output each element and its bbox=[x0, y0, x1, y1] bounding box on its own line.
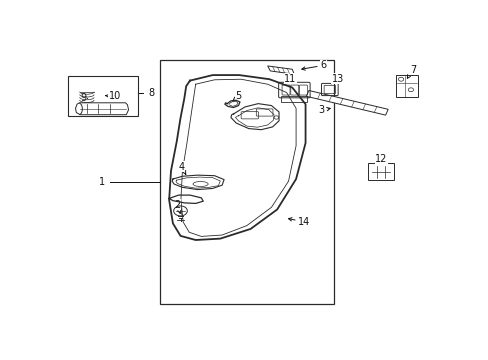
Text: 1: 1 bbox=[99, 177, 105, 187]
Text: 3: 3 bbox=[318, 105, 329, 115]
Text: 11: 11 bbox=[284, 74, 296, 84]
Text: 5: 5 bbox=[232, 91, 241, 101]
Bar bbox=[68, 76, 138, 116]
Text: 8: 8 bbox=[148, 87, 154, 98]
Bar bbox=[159, 60, 333, 304]
Text: 14: 14 bbox=[288, 217, 310, 227]
Polygon shape bbox=[267, 66, 294, 74]
Polygon shape bbox=[305, 90, 387, 115]
Text: 6: 6 bbox=[301, 60, 326, 70]
Text: 4: 4 bbox=[178, 162, 185, 175]
Text: 7: 7 bbox=[407, 64, 415, 78]
Text: 12: 12 bbox=[374, 154, 387, 164]
Text: 10: 10 bbox=[105, 91, 121, 102]
Polygon shape bbox=[75, 103, 128, 115]
Text: 13: 13 bbox=[330, 74, 343, 84]
Text: 9: 9 bbox=[80, 93, 87, 103]
Text: 2: 2 bbox=[174, 199, 181, 213]
